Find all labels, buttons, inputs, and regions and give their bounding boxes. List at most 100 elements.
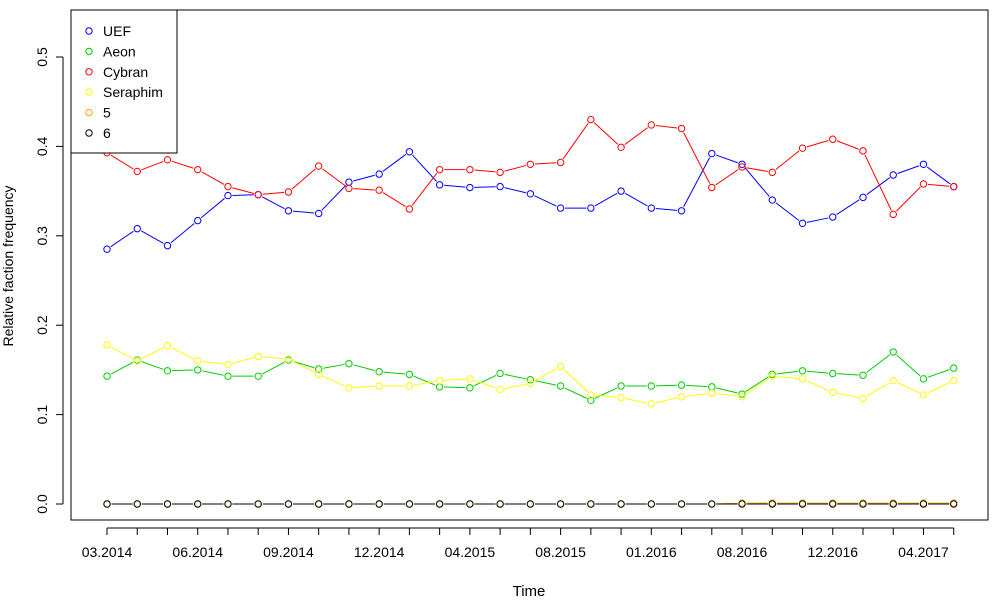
data-point bbox=[587, 396, 595, 404]
data-point bbox=[829, 388, 837, 396]
data-point bbox=[133, 357, 141, 365]
data-point bbox=[526, 190, 535, 198]
data-point bbox=[375, 367, 383, 376]
y-tick-label: 0.3 bbox=[34, 226, 50, 246]
data-point bbox=[405, 148, 414, 156]
data-point bbox=[889, 500, 897, 508]
data-point bbox=[405, 370, 414, 379]
data-point bbox=[677, 381, 686, 389]
data-point bbox=[768, 372, 776, 380]
data-point bbox=[526, 500, 535, 508]
data-point bbox=[405, 500, 414, 508]
data-point bbox=[798, 500, 807, 508]
legend-label: Seraphim bbox=[103, 84, 163, 100]
data-point bbox=[859, 394, 867, 403]
data-point bbox=[647, 204, 656, 212]
legend-label: Aeon bbox=[103, 43, 136, 59]
data-point bbox=[708, 500, 716, 508]
data-point bbox=[556, 204, 565, 212]
data-point bbox=[435, 376, 444, 385]
data-point bbox=[254, 352, 262, 361]
data-point bbox=[587, 500, 595, 508]
data-point bbox=[133, 167, 141, 176]
data-point bbox=[556, 158, 565, 167]
data-point bbox=[163, 500, 172, 508]
data-point bbox=[284, 207, 293, 215]
x-tick-label: 12.2016 bbox=[807, 544, 858, 560]
data-point bbox=[526, 379, 535, 388]
data-point bbox=[224, 360, 232, 369]
data-point bbox=[496, 168, 504, 177]
data-point bbox=[738, 393, 746, 401]
data-point bbox=[889, 171, 897, 179]
x-tick-label: 03.2014 bbox=[82, 544, 133, 560]
series-aeon bbox=[103, 348, 958, 404]
data-point bbox=[919, 160, 928, 168]
data-point bbox=[496, 385, 504, 394]
data-point bbox=[375, 500, 383, 508]
data-point bbox=[163, 241, 172, 250]
data-point bbox=[466, 165, 474, 174]
legend-label: Cybran bbox=[103, 64, 148, 80]
data-point bbox=[950, 182, 958, 191]
data-point bbox=[647, 500, 656, 508]
data-point bbox=[708, 183, 716, 192]
series-seraphim bbox=[103, 341, 958, 408]
data-point bbox=[314, 365, 323, 373]
data-point bbox=[647, 382, 656, 390]
data-point bbox=[224, 500, 232, 508]
data-point bbox=[284, 188, 293, 196]
data-point bbox=[708, 389, 716, 397]
data-point bbox=[435, 383, 444, 391]
data-point bbox=[859, 371, 867, 379]
data-point bbox=[224, 191, 232, 200]
x-tick-label: 12.2014 bbox=[354, 544, 405, 560]
series-cybran bbox=[103, 115, 958, 219]
x-tick-label: 08.2016 bbox=[717, 544, 768, 560]
data-point bbox=[103, 341, 111, 349]
x-tick-label: 01.2016 bbox=[626, 544, 677, 560]
data-point bbox=[284, 355, 293, 363]
data-point bbox=[345, 184, 353, 193]
data-point bbox=[163, 342, 172, 350]
data-point bbox=[194, 500, 202, 508]
series-6 bbox=[103, 500, 958, 508]
data-point bbox=[345, 178, 353, 186]
data-point bbox=[496, 182, 504, 191]
data-point bbox=[587, 204, 595, 212]
x-tick-label: 09.2014 bbox=[263, 544, 314, 560]
data-point bbox=[163, 367, 172, 375]
data-point bbox=[950, 500, 958, 508]
data-point bbox=[647, 121, 656, 129]
data-point bbox=[677, 207, 686, 215]
x-tick-label: 08.2015 bbox=[535, 544, 586, 560]
data-point bbox=[889, 376, 897, 385]
data-point bbox=[859, 500, 867, 508]
data-point bbox=[950, 376, 958, 385]
data-point bbox=[224, 182, 232, 191]
data-point bbox=[103, 245, 111, 253]
data-point bbox=[829, 500, 837, 508]
data-point bbox=[677, 500, 686, 508]
data-point bbox=[345, 384, 353, 392]
data-point bbox=[314, 500, 323, 508]
data-point bbox=[375, 170, 383, 178]
data-point bbox=[133, 224, 141, 233]
data-point bbox=[798, 144, 807, 152]
legend-marker bbox=[85, 68, 93, 76]
legend-marker bbox=[85, 129, 93, 137]
data-point bbox=[738, 500, 746, 508]
data-point bbox=[738, 390, 746, 398]
data-point bbox=[889, 348, 897, 356]
x-tick-label: 04.2015 bbox=[445, 544, 496, 560]
data-point bbox=[617, 143, 625, 151]
data-point bbox=[466, 500, 474, 508]
data-point bbox=[738, 160, 746, 168]
series-line bbox=[110, 346, 950, 404]
data-point bbox=[254, 372, 262, 380]
legend: UEF Aeon Cybran Seraphim 5 6 bbox=[70, 9, 178, 154]
data-point bbox=[556, 500, 565, 508]
data-point bbox=[435, 165, 444, 174]
data-point bbox=[466, 384, 474, 392]
